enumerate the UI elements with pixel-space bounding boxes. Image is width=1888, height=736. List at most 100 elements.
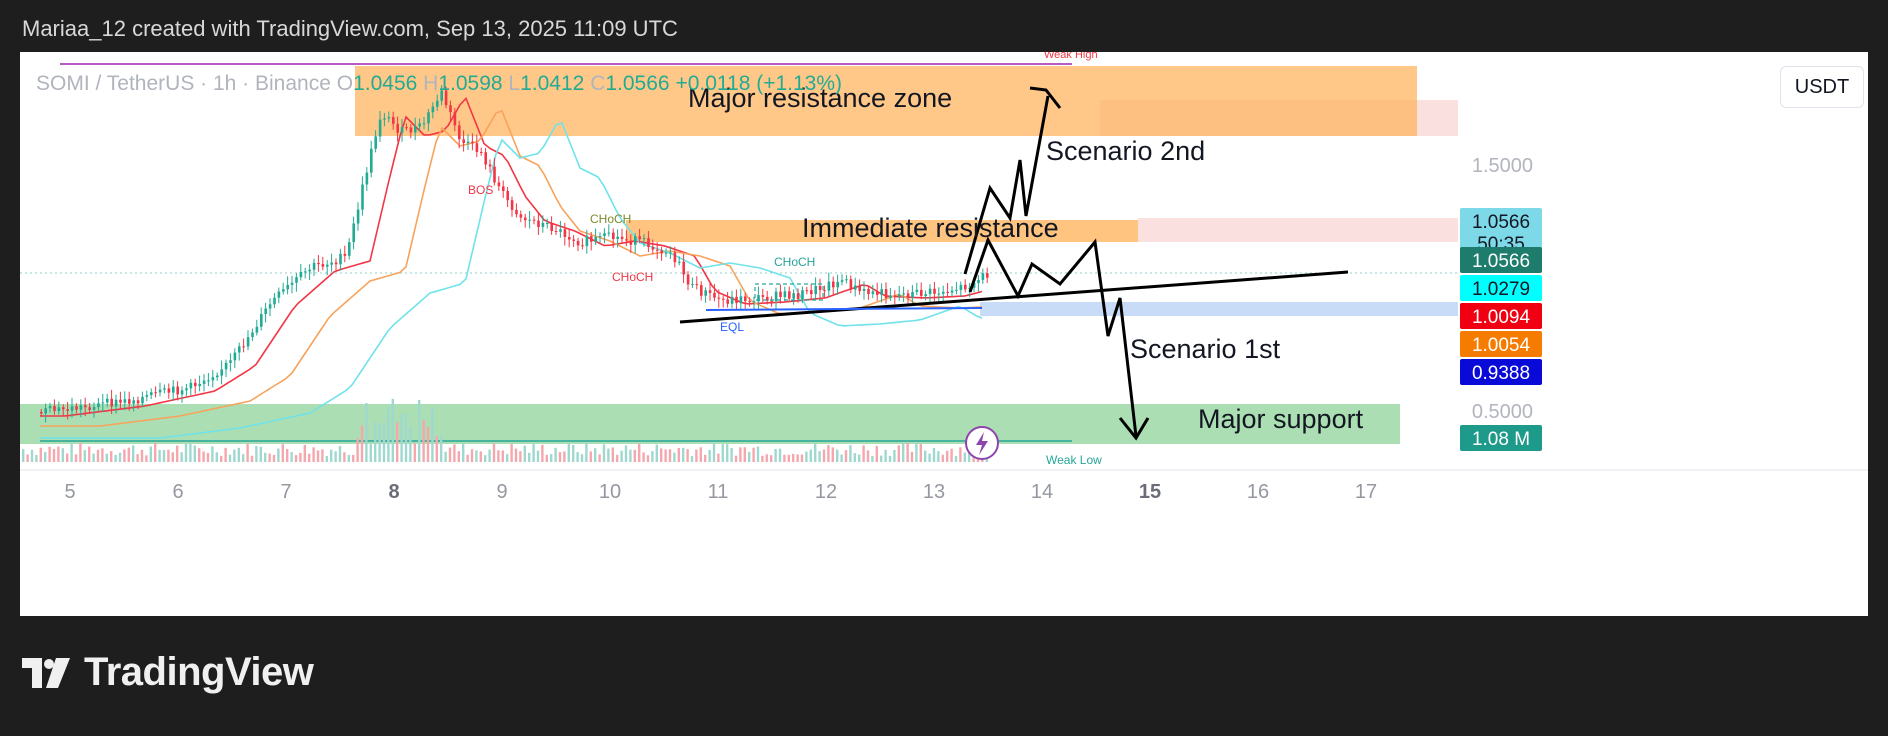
candle-body — [374, 136, 377, 149]
candle-body — [585, 236, 589, 247]
volume-bar — [937, 451, 940, 462]
candle-body — [282, 289, 285, 292]
candle-body — [532, 219, 536, 221]
candle-body — [185, 388, 188, 391]
volume-bar — [695, 449, 698, 462]
candle-body — [400, 127, 404, 133]
currency-button[interactable]: USDT — [1780, 66, 1864, 108]
volume-bar — [743, 447, 746, 462]
volume-bar — [576, 452, 579, 462]
candle-body — [598, 236, 602, 238]
candle-body — [629, 240, 633, 245]
volume-bar — [708, 449, 711, 462]
volume-bar — [290, 452, 293, 462]
candle-body — [779, 291, 782, 297]
candle-body — [739, 296, 743, 304]
open-value: 1.0456 — [353, 72, 418, 95]
volume-bar — [646, 455, 650, 462]
candle-body — [845, 279, 848, 281]
volume-bar — [660, 448, 663, 462]
volume-bar — [616, 454, 619, 462]
candle-body — [691, 284, 694, 286]
volume-bar — [554, 447, 557, 462]
candle-body — [88, 407, 91, 410]
price-label-tag — [1460, 331, 1542, 357]
price-chart[interactable]: Major resistance zone Immediate resistanc… — [20, 52, 1868, 616]
candle-body — [57, 407, 61, 411]
candle-body — [136, 400, 140, 404]
candle-body — [810, 290, 813, 295]
candle-body — [550, 223, 553, 231]
candle-body — [145, 395, 149, 397]
candle-body — [726, 299, 729, 304]
candle-body — [497, 182, 501, 187]
price-label-value: 1.08 M — [1472, 429, 1530, 450]
candle-body — [317, 262, 320, 265]
volume-bar — [224, 447, 227, 462]
volume-bar — [96, 449, 100, 462]
volume-bar — [171, 452, 174, 462]
volume-bar — [567, 443, 570, 462]
equal-lows-line — [705, 307, 983, 311]
candle-body — [392, 117, 395, 124]
candle-body — [695, 284, 699, 286]
candle-body — [92, 407, 96, 410]
time-tick-label: 6 — [172, 481, 183, 503]
symbol-name: SOMI / TetherUS · 1h · Binance — [36, 72, 331, 95]
volume-bar — [39, 447, 42, 462]
candle-body — [202, 380, 206, 384]
volume-bar — [497, 450, 500, 462]
volume-bar — [501, 450, 504, 462]
volume-bar — [532, 443, 535, 462]
candle-body — [537, 220, 540, 227]
volume-bar — [888, 455, 892, 462]
candle-body — [836, 281, 839, 288]
volume-bar — [422, 420, 425, 462]
price-label-tag — [1460, 275, 1542, 301]
price-label-tag — [1460, 247, 1542, 273]
candle-body — [502, 186, 505, 191]
candle-body — [678, 261, 681, 263]
candle-body — [884, 289, 888, 298]
volume-bar — [123, 449, 126, 462]
volume-bar — [435, 436, 438, 462]
volume-bar — [352, 454, 355, 462]
candle-body — [106, 398, 109, 403]
volume-bar — [607, 448, 610, 462]
volume-bar — [523, 445, 526, 462]
volume-bar — [550, 454, 553, 462]
candle-body — [832, 281, 835, 288]
volume-bar — [294, 455, 298, 462]
volume-bar — [136, 454, 139, 462]
candle-body — [224, 362, 228, 370]
candle-body — [480, 152, 483, 153]
volume-bar — [272, 454, 276, 462]
volume-bar — [831, 447, 834, 462]
candle-body — [238, 346, 241, 353]
volume-bar — [378, 423, 381, 462]
volume-bar — [440, 435, 443, 462]
volume-bar — [180, 452, 183, 462]
volume-bar — [475, 450, 478, 462]
volume-bar — [448, 447, 452, 462]
volume-bar — [413, 443, 416, 462]
candle-body — [554, 231, 558, 232]
volume-bar — [919, 443, 922, 462]
candle-body — [796, 293, 800, 300]
candle-body — [933, 288, 936, 294]
candle-body — [915, 289, 919, 292]
volume-bar — [827, 445, 830, 462]
scenario-1-path — [968, 236, 1138, 437]
volume-bar — [492, 443, 496, 462]
candle-body — [774, 291, 778, 301]
ema-fast-line — [40, 97, 983, 417]
volume-bar — [897, 445, 900, 462]
volume-bar — [484, 455, 487, 462]
volume-bar — [286, 449, 289, 462]
candle-body — [524, 217, 527, 221]
chart-panel[interactable]: Major resistance zone Immediate resistanc… — [20, 52, 1868, 616]
ascending-trendline — [679, 270, 1349, 324]
candle-body — [194, 382, 197, 387]
candle-body — [748, 301, 751, 303]
volume-bar — [611, 447, 614, 462]
